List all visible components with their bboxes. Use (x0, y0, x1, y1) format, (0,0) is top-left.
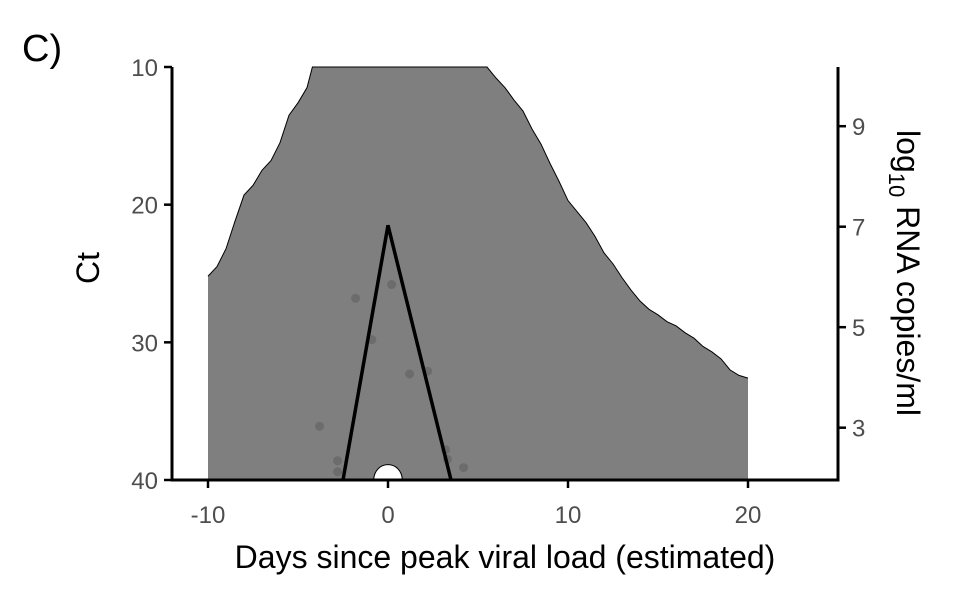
observation-point (333, 456, 343, 466)
x-tick-label: 10 (555, 502, 582, 529)
y-tick-label: 30 (131, 330, 158, 357)
x-ticks: -10 0 10 20 (191, 480, 762, 529)
y2-tick-label: 9 (852, 114, 865, 141)
y2-axis-title: log10 RNA copies/ml (884, 130, 926, 416)
y-tick-label: 10 (131, 55, 158, 82)
x-tick-label: 20 (735, 502, 762, 529)
plot-area (207, 66, 749, 481)
x-axis-title: Days since peak viral load (estimated) (235, 539, 776, 575)
x-tick-label: -10 (191, 502, 226, 529)
axes: -10 0 10 20 10 20 30 40 9 7 5 3 (131, 55, 865, 529)
y-axis-title: Ct (70, 252, 106, 284)
panel-label: C) (22, 28, 62, 70)
observation-point (405, 369, 415, 379)
y2-ticks: 9 7 5 3 (838, 114, 865, 443)
observation-point (333, 467, 343, 477)
y-tick-label: 20 (131, 193, 158, 220)
y-tick-label: 40 (131, 468, 158, 495)
y2-tick-label: 3 (852, 416, 865, 443)
y-ticks: 10 20 30 40 (131, 55, 172, 495)
trajectory-line (341, 224, 453, 481)
x-tick-label: 0 (381, 502, 394, 529)
credible-band (208, 67, 748, 480)
observation-point (387, 280, 397, 290)
y2-tick-label: 7 (852, 215, 865, 242)
y2-axis-title-rest: RNA copies/ml (890, 197, 926, 416)
y2-tick-label: 5 (852, 315, 865, 342)
y2-axis-title-subscript: 10 (884, 173, 909, 197)
observation-point (459, 463, 469, 473)
observation-point (351, 293, 361, 303)
y2-axis-title-base: log (890, 130, 926, 173)
credible-band-edge (207, 66, 749, 379)
observation-point (315, 421, 325, 431)
